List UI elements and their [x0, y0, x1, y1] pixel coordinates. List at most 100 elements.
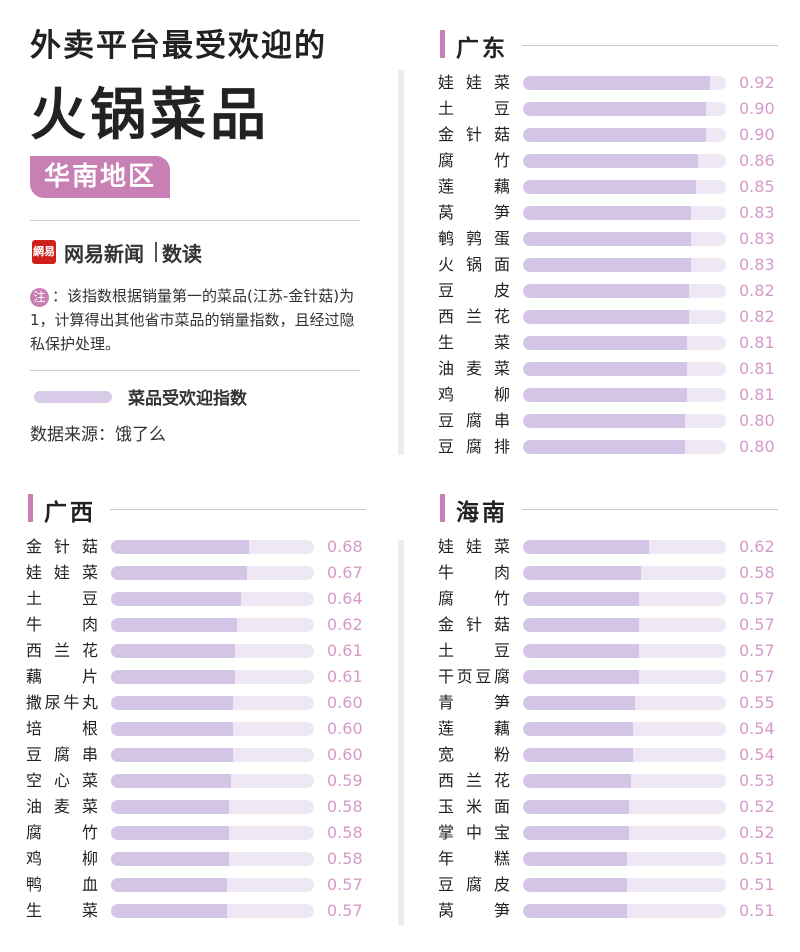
category-label: 油麦菜 [438, 359, 510, 378]
netease-logo-icon: 網易 [32, 240, 56, 264]
bar [523, 800, 629, 814]
bar-row: 豆腐串 0.80 [438, 408, 783, 434]
bar-row: 藕片 0.61 [26, 664, 371, 690]
bar-row: 青笋 0.55 [438, 690, 783, 716]
value-label: 0.58 [327, 849, 363, 868]
bar [523, 336, 687, 350]
bar-row: 娃娃菜 0.92 [438, 70, 783, 96]
value-label: 0.81 [739, 333, 775, 352]
bar-track [111, 774, 314, 788]
bar-row: 生菜 0.81 [438, 330, 783, 356]
bar [523, 904, 627, 918]
value-label: 0.67 [327, 563, 363, 582]
panel-title-rule [110, 509, 366, 510]
bar-row: 鸡柳 0.58 [26, 846, 371, 872]
bar [111, 696, 233, 710]
category-label: 西兰花 [438, 307, 510, 326]
bar-row: 西兰花 0.53 [438, 768, 783, 794]
bar-track [111, 904, 314, 918]
category-label: 空心菜 [26, 771, 98, 790]
bar-track [111, 800, 314, 814]
value-label: 0.55 [739, 693, 775, 712]
value-label: 0.68 [327, 537, 363, 556]
bar-row: 干页豆腐 0.57 [438, 664, 783, 690]
value-label: 0.51 [739, 875, 775, 894]
category-label: 鹌鹑蛋 [438, 229, 510, 248]
bar-track [523, 76, 726, 90]
bar [111, 774, 231, 788]
bar [111, 800, 229, 814]
chart-hainan: 海南娃娃菜 0.62 牛肉 0.58 腐竹 0.57 金针菇 0.57 土豆 0.57 干页豆腐 0.… [438, 494, 783, 934]
panel-title-marker [440, 494, 445, 522]
bar [111, 904, 227, 918]
bar-row: 娃娃菜 0.67 [26, 560, 371, 586]
bar-track [523, 800, 726, 814]
bar-row: 西兰花 0.82 [438, 304, 783, 330]
bar-track [111, 696, 314, 710]
column-divider [398, 70, 404, 455]
value-label: 0.57 [739, 589, 775, 608]
bar-track [111, 566, 314, 580]
category-label: 培根 [26, 719, 98, 738]
bar [111, 722, 233, 736]
bar-track [111, 852, 314, 866]
divider [30, 370, 360, 371]
category-label: 牛肉 [26, 615, 98, 634]
value-label: 0.51 [739, 849, 775, 868]
value-label: 0.60 [327, 745, 363, 764]
value-label: 0.52 [739, 797, 775, 816]
bar-row: 油麦菜 0.81 [438, 356, 783, 382]
category-label: 娃娃菜 [26, 563, 98, 582]
bar [523, 154, 698, 168]
bar [111, 670, 235, 684]
value-label: 0.82 [739, 281, 775, 300]
bar-row: 莴笋 0.51 [438, 898, 783, 924]
category-label: 金针菇 [26, 537, 98, 556]
category-label: 掌中宝 [438, 823, 510, 842]
category-label: 豆腐串 [438, 411, 510, 430]
value-label: 0.54 [739, 745, 775, 764]
bar [523, 102, 706, 116]
value-label: 0.57 [739, 641, 775, 660]
bar-track [523, 154, 726, 168]
value-label: 0.53 [739, 771, 775, 790]
category-label: 腐竹 [26, 823, 98, 842]
value-label: 0.82 [739, 307, 775, 326]
bar [111, 592, 241, 606]
category-label: 豆皮 [438, 281, 510, 300]
bar [111, 566, 247, 580]
divider [30, 220, 360, 221]
category-label: 青笋 [438, 693, 510, 712]
note-badge: 注 [30, 288, 49, 307]
bar-track [523, 284, 726, 298]
value-label: 0.61 [327, 641, 363, 660]
title-line-2: 火锅菜品 [30, 83, 270, 148]
bar [523, 362, 687, 376]
bar-row: 腐竹 0.86 [438, 148, 783, 174]
brand-sub: 数读 [162, 242, 202, 266]
bar [523, 206, 691, 220]
category-label: 鸡柳 [26, 849, 98, 868]
bar-row: 培根 0.60 [26, 716, 371, 742]
bar-row: 金针菇 0.90 [438, 122, 783, 148]
panel-title: 海南 [456, 500, 508, 526]
panel-title-rule [522, 509, 778, 510]
bar-track [111, 748, 314, 762]
bar-row: 油麦菜 0.58 [26, 794, 371, 820]
bar-row: 掌中宝 0.52 [438, 820, 783, 846]
legend-swatch [34, 391, 112, 403]
bar-row: 空心菜 0.59 [26, 768, 371, 794]
bar [523, 852, 627, 866]
bar-track [523, 826, 726, 840]
category-label: 土豆 [438, 99, 510, 118]
value-label: 0.60 [327, 693, 363, 712]
category-label: 莲藕 [438, 177, 510, 196]
bar-track [523, 258, 726, 272]
category-label: 鸭血 [26, 875, 98, 894]
bar-track [523, 644, 726, 658]
bar [111, 826, 229, 840]
bar [523, 414, 685, 428]
category-label: 生菜 [26, 901, 98, 920]
bar-row: 豆皮 0.82 [438, 278, 783, 304]
bar [523, 440, 685, 454]
